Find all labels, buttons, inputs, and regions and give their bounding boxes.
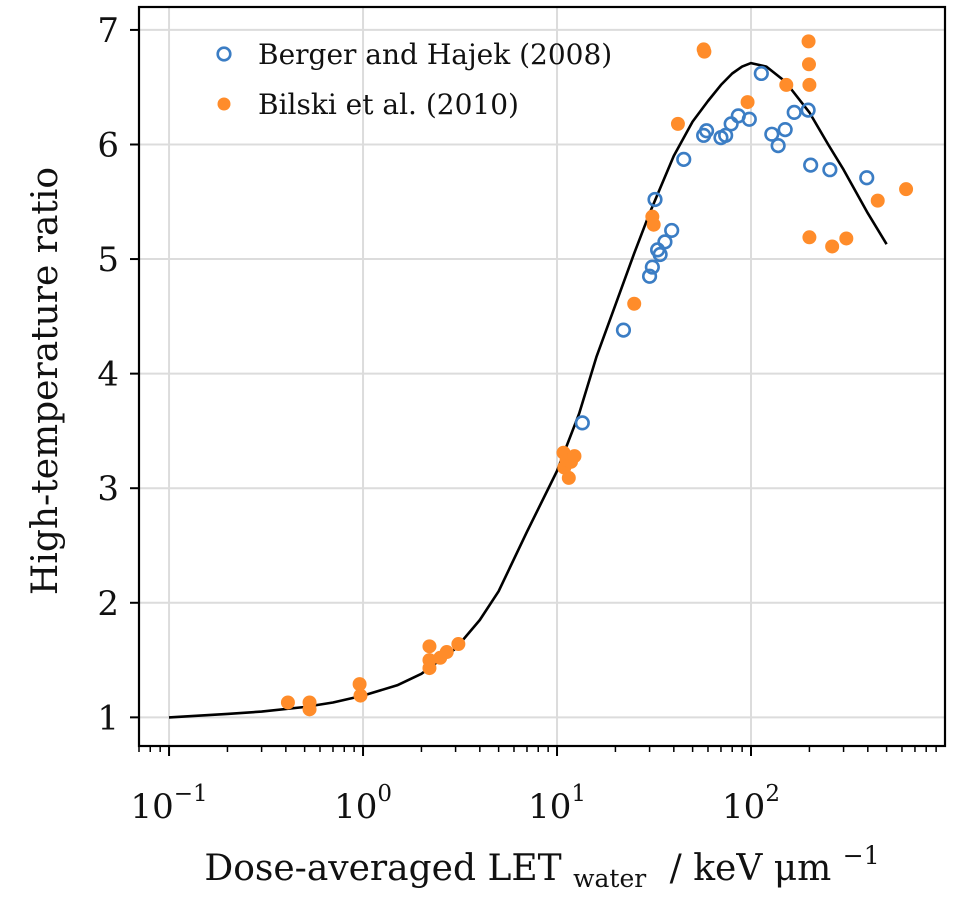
berger-point: [657, 234, 673, 250]
fit-curve-layer: [168, 61, 888, 719]
x-axis-title-unit-exponent: −1: [843, 841, 880, 870]
bilski-point: [899, 182, 914, 197]
y-tick-label: 7: [97, 11, 119, 51]
berger-point: [777, 121, 793, 138]
bilski-point: [779, 77, 794, 92]
x-tick-label: 10−1: [130, 781, 207, 827]
bilski-point: [740, 95, 755, 110]
plot-frame: [137, 5, 947, 748]
legend: Berger and Hajek (2008) Bilski et al. (2…: [216, 38, 612, 121]
legend-marker-bilski: [217, 97, 231, 111]
x-tick-label-exponent: 0: [377, 781, 392, 807]
y-tick-label: 3: [97, 469, 119, 509]
bilski-point: [353, 688, 368, 703]
berger-point: [764, 126, 780, 142]
grid: [139, 7, 945, 746]
x-axis-title: Dose-averaged LET water / keV μm −1: [204, 841, 879, 896]
bilski-point: [280, 695, 295, 710]
bilski-point: [439, 645, 454, 660]
legend-label-bilski: Bilski et al. (2010): [258, 88, 519, 121]
x-tick-label-base: 10: [130, 787, 173, 827]
x-tick-label-base: 10: [528, 787, 571, 827]
y-tick-label: 1: [97, 698, 119, 738]
y-axis-title: High-temperature ratio: [25, 167, 66, 595]
berger-point: [741, 111, 757, 127]
bilski-point: [670, 116, 685, 131]
berger-point: [822, 162, 838, 178]
bilski-point: [802, 230, 817, 245]
x-tick-label: 100: [334, 781, 392, 827]
berger-point: [770, 138, 786, 154]
berger-point: [615, 322, 632, 338]
bilski-point: [451, 637, 466, 652]
x-tick-label-exponent: −1: [174, 781, 208, 807]
x-tick-label: 102: [722, 781, 780, 827]
berger-point: [676, 151, 692, 167]
berger-point: [723, 116, 739, 132]
berger-point: [859, 170, 875, 186]
bilski-point: [870, 193, 885, 208]
bilski-point: [561, 470, 576, 485]
bilski-point: [567, 449, 582, 464]
x-tick-label-base: 10: [722, 787, 765, 827]
x-axis-title-main: Dose-averaged LET: [204, 848, 561, 889]
berger-point: [800, 102, 816, 118]
y-tick-label: 4: [97, 355, 119, 395]
berger-point: [644, 259, 660, 275]
x-tick-label-exponent: 2: [765, 781, 780, 807]
y-tick-label: 5: [97, 240, 119, 280]
x-axis-title-unit: / keV μm: [670, 848, 832, 889]
bilski-point: [422, 639, 437, 654]
x-tick-label-base: 10: [334, 787, 377, 827]
bilski-point: [422, 661, 437, 676]
y-tick-label: 6: [97, 125, 119, 165]
bilski-point: [627, 296, 642, 311]
bilski-point: [839, 231, 854, 246]
data-points: [280, 34, 914, 717]
berger-point: [786, 104, 802, 121]
bilski-point: [646, 217, 661, 232]
fit-curve: [168, 61, 888, 719]
berger-point: [574, 415, 590, 431]
x-tick-label: 101: [528, 781, 586, 827]
berger-point: [664, 222, 680, 239]
berger-point: [753, 65, 769, 82]
bilski-point: [801, 34, 816, 49]
berger-point: [803, 157, 819, 173]
y-tick-label: 2: [97, 584, 119, 624]
berger-point: [641, 268, 658, 284]
x-axis-title-subscript: water: [573, 864, 646, 893]
bilski-point: [697, 44, 712, 59]
bilski-point: [802, 77, 817, 92]
legend-marker-berger: [216, 46, 232, 62]
berger-point: [647, 191, 663, 208]
x-tick-label-exponent: 1: [571, 781, 586, 807]
berger-point: [652, 246, 668, 263]
berger-point: [698, 123, 715, 139]
bilski-point: [825, 239, 840, 254]
legend-label-berger: Berger and Hajek (2008): [258, 38, 612, 71]
axis-ticks: [130, 28, 937, 756]
bilski-point: [801, 57, 816, 72]
bilski-point: [302, 695, 317, 710]
